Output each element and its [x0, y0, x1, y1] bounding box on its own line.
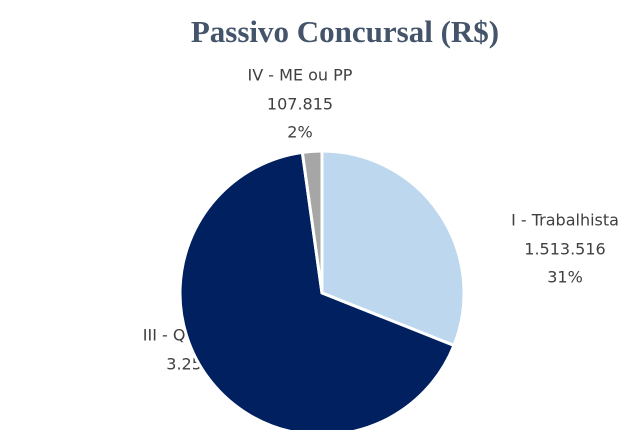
- pie: [178, 149, 466, 430]
- slice-category: I - Trabalhista: [511, 211, 619, 230]
- pie-slice: [178, 150, 456, 430]
- slice-value: 1.513.516: [524, 240, 605, 259]
- pie-slice: [320, 149, 466, 348]
- slice-category: IV - ME ou PP: [248, 66, 353, 85]
- slice-percent: 31%: [547, 268, 583, 287]
- slice-value: 107.815: [267, 95, 333, 114]
- pie-slice: [300, 149, 324, 294]
- chart-title: Passivo Concursal (R$): [191, 14, 499, 49]
- slice-percent: 2%: [287, 123, 312, 142]
